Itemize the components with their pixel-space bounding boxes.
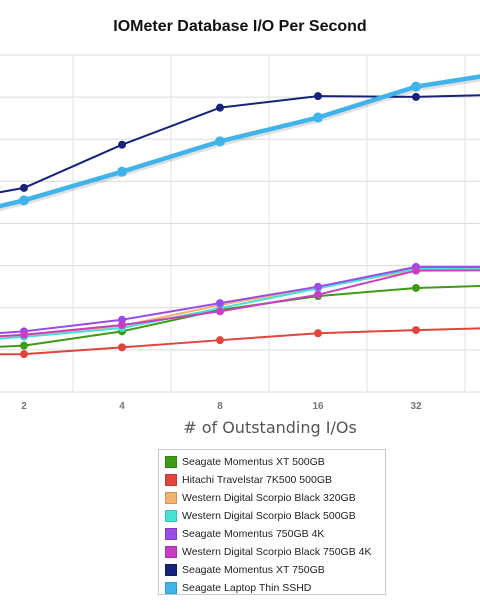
data-point <box>216 336 224 345</box>
data-point <box>118 140 126 149</box>
data-point <box>412 326 420 335</box>
legend-entry: Seagate Momentus XT 750GB <box>165 561 325 579</box>
data-point <box>215 136 225 147</box>
legend-entry: Western Digital Scorpio Black 750GB 4K <box>165 543 371 561</box>
legend-label: Western Digital Scorpio Black 750GB 4K <box>182 546 372 558</box>
data-point <box>313 112 323 123</box>
x-tick-label: 16 <box>312 401 324 412</box>
legend-swatch <box>165 582 177 594</box>
series-hitachi-travelstar-7k500-500gb <box>0 326 480 359</box>
data-point <box>216 299 224 308</box>
x-tick-label: 2 <box>21 401 27 412</box>
data-point <box>412 92 420 101</box>
x-axis-title: # of Outstanding I/Os <box>183 418 357 437</box>
line-chart: 2 4 8 16 32 <box>0 54 480 412</box>
legend-entry: Seagate Momentus XT 500GB <box>165 453 325 471</box>
legend-label: Seagate Momentus XT 750GB <box>182 564 325 576</box>
data-point <box>118 343 126 352</box>
data-point <box>20 350 28 359</box>
x-tick-label: 8 <box>217 401 223 412</box>
data-point <box>412 283 420 292</box>
data-point <box>20 330 28 339</box>
legend-swatch <box>165 492 177 504</box>
legend-label: Hitachi Travelstar 7K500 500GB <box>182 474 332 486</box>
legend-label: Seagate Laptop Thin SSHD <box>182 582 312 594</box>
legend-swatch <box>165 528 177 540</box>
data-point <box>314 290 322 299</box>
data-point <box>216 307 224 316</box>
data-point <box>412 266 420 275</box>
legend-swatch <box>165 456 177 468</box>
legend: Seagate Momentus XT 500GB Hitachi Travels… <box>158 449 386 595</box>
data-point <box>314 329 322 338</box>
legend-swatch <box>165 474 177 486</box>
data-point <box>216 103 224 112</box>
series-western-digital-scorpio-black-750gb-4k <box>0 266 480 339</box>
legend-label: Seagate Momentus 750GB 4K <box>182 528 325 540</box>
legend-label: Seagate Momentus XT 500GB <box>182 456 325 468</box>
legend-swatch <box>165 510 177 522</box>
legend-swatch <box>165 564 177 576</box>
data-point <box>314 282 322 291</box>
legend-entry: Western Digital Scorpio Black 320GB <box>165 489 356 507</box>
data-point <box>411 81 421 92</box>
legend-label: Western Digital Scorpio Black 500GB <box>182 510 356 522</box>
chart-title: IOMeter Database I/O Per Second <box>113 18 367 35</box>
data-point <box>117 166 127 177</box>
series-lines <box>0 74 480 359</box>
legend-entry: Hitachi Travelstar 7K500 500GB <box>165 471 332 489</box>
data-point <box>20 341 28 350</box>
data-point <box>19 195 29 206</box>
legend-label: Western Digital Scorpio Black 320GB <box>182 492 356 504</box>
legend-swatch <box>165 546 177 558</box>
legend-entry: Seagate Laptop Thin SSHD <box>165 579 311 597</box>
data-point <box>118 321 126 330</box>
x-tick-label: 4 <box>119 401 125 412</box>
legend-entry: Seagate Momentus 750GB 4K <box>165 525 324 543</box>
data-point <box>314 92 322 101</box>
series-seagate-momentus-xt-750gb <box>0 92 480 194</box>
x-tick-label: 32 <box>410 401 422 412</box>
legend-entry: Western Digital Scorpio Black 500GB <box>165 507 356 525</box>
series-seagate-laptop-thin-sshd <box>0 74 480 212</box>
x-tick-labels: 2 4 8 16 32 <box>21 401 422 412</box>
data-point <box>20 183 28 192</box>
